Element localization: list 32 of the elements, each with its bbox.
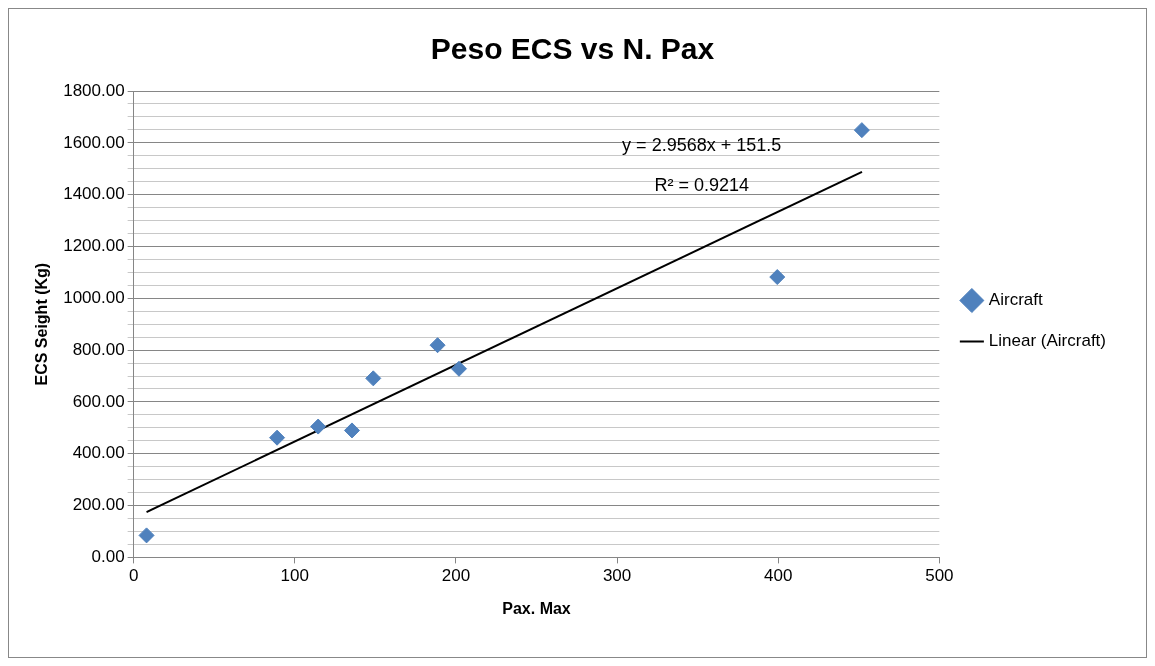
annotation: R² = 0.9214: [654, 174, 749, 195]
point: [269, 429, 286, 446]
x-tick-label: 0: [128, 566, 139, 586]
y-tick-label: 400.00: [72, 443, 125, 463]
y-tick-label: 800.00: [72, 339, 125, 359]
point: [365, 370, 382, 387]
x-tick-label: 100: [280, 566, 309, 586]
legend-label: Aircraft: [988, 290, 1043, 310]
y-tick-label: 1400.00: [63, 184, 125, 204]
y-tick-label: 1800.00: [63, 80, 125, 100]
legend-label: Linear (Aircraft): [988, 331, 1106, 351]
point: [451, 360, 467, 377]
y-tick-label: 0.00: [91, 547, 125, 567]
y-axis-title: ECS Seight (Kg): [33, 262, 51, 386]
annotation: y = 2.9568x + 151.5: [622, 134, 782, 155]
x-tick-label: 300: [602, 566, 632, 586]
y-tick-label: 1000.00: [63, 287, 125, 307]
point: [344, 422, 360, 439]
point: [138, 527, 155, 544]
x-tick-label: 200: [441, 566, 471, 586]
point: [853, 122, 870, 139]
y-tick-label: 1200.00: [63, 236, 125, 256]
y-tick-label: 600.00: [72, 391, 125, 411]
point: [429, 337, 446, 354]
point: [310, 418, 327, 435]
point: [769, 269, 786, 286]
y-tick-label: 1600.00: [63, 132, 125, 152]
x-axis-title: Pax. Max: [502, 599, 571, 617]
x-tick-label: 500: [925, 566, 954, 586]
chart-title: Peso ECS vs N. Pax: [430, 32, 715, 66]
x-tick-label: 400: [764, 566, 793, 586]
y-tick-label: 200.00: [72, 495, 125, 515]
